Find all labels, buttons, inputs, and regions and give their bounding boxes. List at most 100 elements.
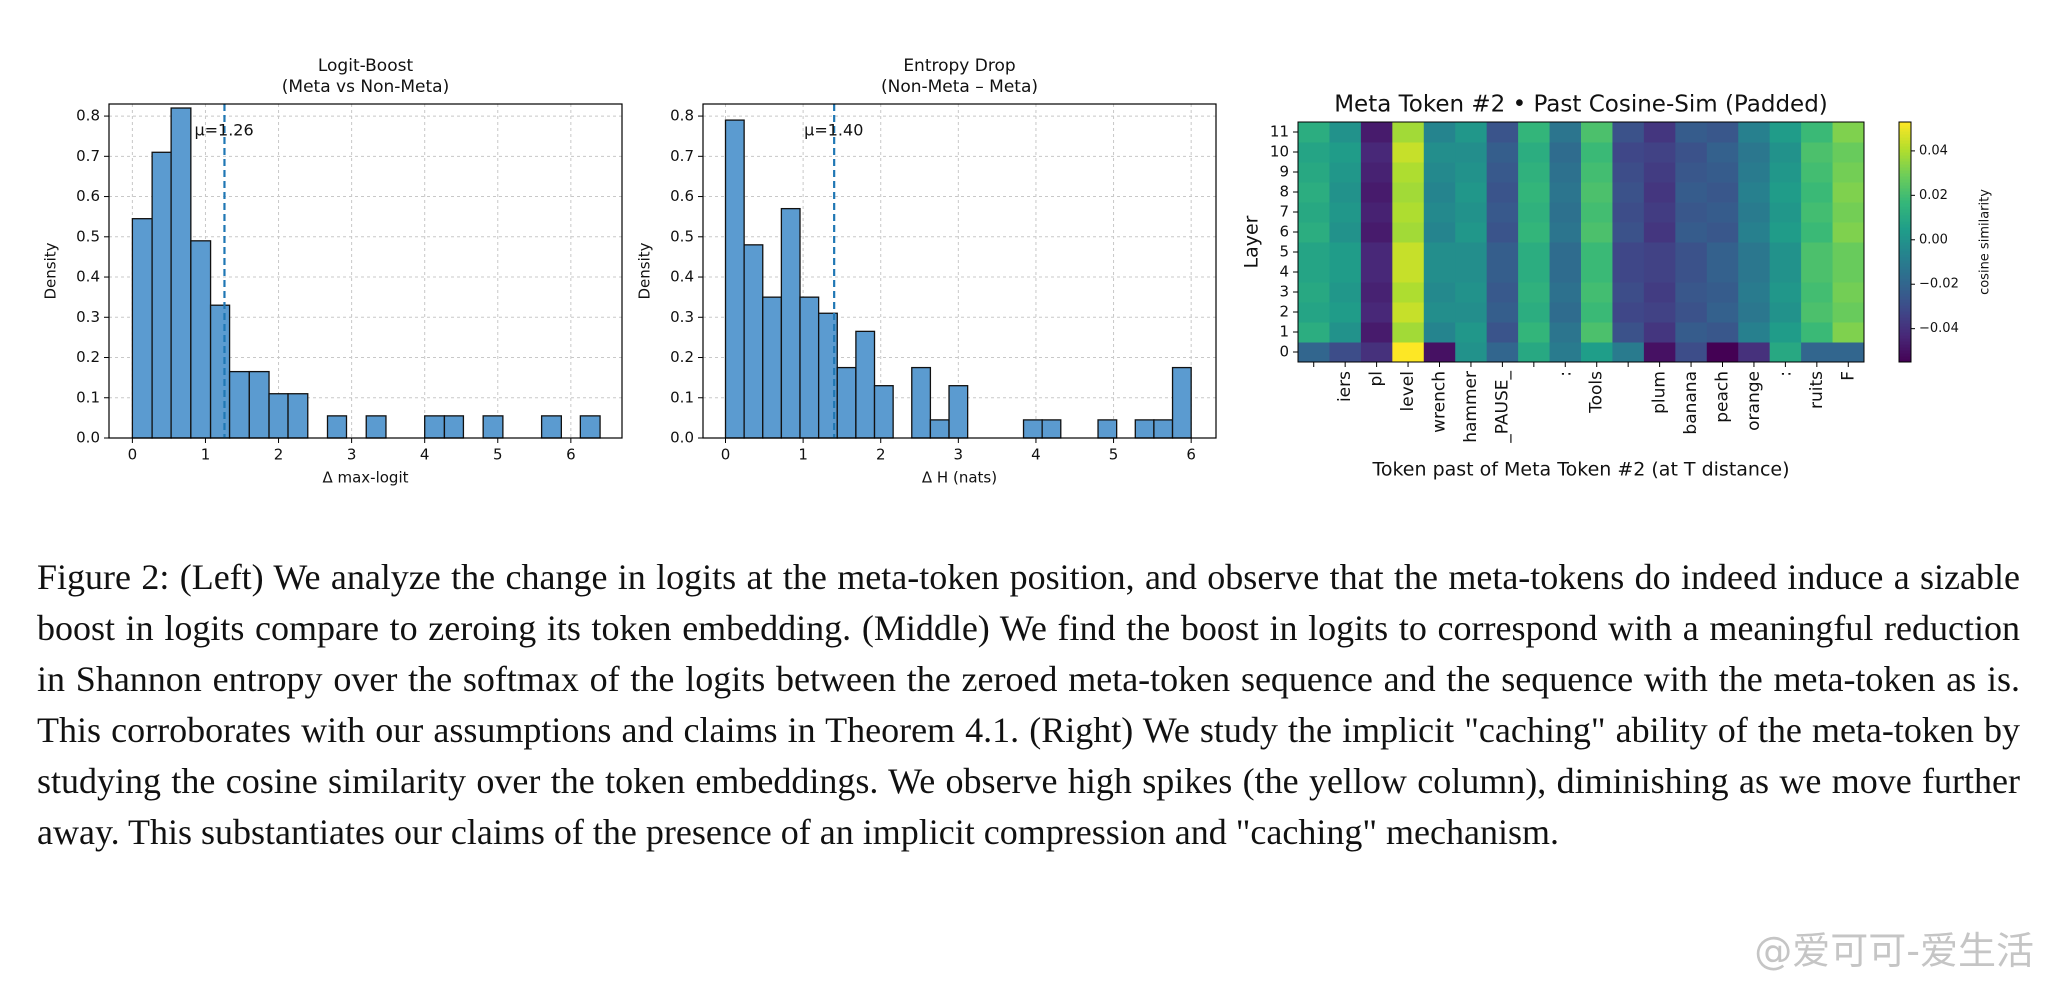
colorbar-segment xyxy=(1899,203,1911,207)
colorbar-segment xyxy=(1899,338,1911,342)
heatmap-cell xyxy=(1675,282,1708,303)
heatmap-cell xyxy=(1392,282,1425,303)
heatmap-cell xyxy=(1329,242,1362,263)
heatmap-cell xyxy=(1518,222,1551,243)
heatmap-cell xyxy=(1801,342,1834,363)
colorbar-segment xyxy=(1899,194,1911,198)
heatmap-cell xyxy=(1298,202,1330,223)
heatmap-cell xyxy=(1738,202,1771,223)
heatmap-cell xyxy=(1643,162,1676,183)
heatmap-cell xyxy=(1486,142,1519,163)
colorbar-segment xyxy=(1899,191,1911,195)
x-tick-label: 0 xyxy=(721,446,731,464)
heatmap-cell xyxy=(1392,262,1425,283)
heatmap-cell xyxy=(1643,122,1676,143)
heatmap-cell xyxy=(1486,202,1519,223)
heatmap-cell xyxy=(1801,162,1834,183)
x-tick-label: 3 xyxy=(347,446,357,464)
bar xyxy=(799,296,820,439)
heatmap-cell xyxy=(1738,142,1771,163)
heatmap-cell xyxy=(1360,202,1393,223)
x-tick-label: 1 xyxy=(798,446,808,464)
heatmap-cell xyxy=(1832,182,1865,203)
heatmap-cell xyxy=(1738,322,1771,343)
bar xyxy=(836,366,857,439)
heatmap-cell xyxy=(1329,282,1362,303)
heatmap-cell xyxy=(1643,342,1676,363)
heatmap-cell xyxy=(1329,142,1362,163)
heatmap-cell xyxy=(1801,262,1834,283)
heatmap-cell xyxy=(1769,342,1802,363)
colorbar-segment xyxy=(1899,350,1911,354)
bar xyxy=(228,370,250,439)
bar xyxy=(1022,419,1043,439)
colorbar-segment xyxy=(1899,317,1911,321)
heatmap-cell xyxy=(1423,122,1456,143)
bar xyxy=(873,385,894,439)
x-tick-label: plum xyxy=(1650,371,1670,414)
heatmap-cell xyxy=(1581,202,1613,223)
heatmap-cell xyxy=(1832,302,1865,323)
heatmap-cell xyxy=(1769,302,1802,323)
heatmap-cell xyxy=(1675,302,1708,323)
heatmap-cell xyxy=(1738,222,1771,243)
colorbar-segment xyxy=(1899,236,1911,240)
y-tick-label: 0.7 xyxy=(670,147,694,165)
y-tick-label: 0.8 xyxy=(670,107,694,125)
colorbar-segment xyxy=(1899,161,1911,165)
heatmap-cell xyxy=(1675,182,1708,203)
heatmap-cell xyxy=(1549,142,1582,163)
colorbar-segment xyxy=(1899,173,1911,177)
heatmap-cell xyxy=(1801,242,1834,263)
heatmap-cell xyxy=(1612,182,1645,203)
colorbar-segment xyxy=(1899,137,1911,141)
chart-subtitle: (Non-Meta – Meta) xyxy=(881,77,1038,97)
y-tick-label: 0.6 xyxy=(670,187,694,205)
colorbar-frame xyxy=(1898,121,1912,363)
heatmap-cell xyxy=(1581,282,1613,303)
heatmap-cell xyxy=(1486,182,1519,203)
y-tick-label: 6 xyxy=(1279,223,1289,241)
x-tick-label: orange xyxy=(1744,371,1764,431)
y-tick-label: 0.8 xyxy=(76,107,100,125)
heatmap-cell xyxy=(1392,162,1425,183)
heatmap-cell xyxy=(1329,202,1362,223)
x-tick-label: 1 xyxy=(201,446,211,464)
colorbar-segment xyxy=(1899,233,1911,237)
colorbar-segment xyxy=(1899,314,1911,318)
x-axis-label: Token past of Meta Token #2 (at T distan… xyxy=(1371,459,1789,481)
heatmap-cell xyxy=(1518,262,1551,283)
bar xyxy=(365,415,387,439)
colorbar-segment xyxy=(1899,332,1911,336)
heatmap-cell xyxy=(1360,322,1393,343)
plot-frame xyxy=(108,103,623,439)
x-tick-label: banana xyxy=(1681,371,1701,435)
bar xyxy=(131,218,153,439)
bar xyxy=(855,330,876,439)
heatmap-cell xyxy=(1643,202,1676,223)
colorbar-segment xyxy=(1899,128,1911,132)
colorbar-tick-label: 0.02 xyxy=(1919,188,1948,203)
plot-frame xyxy=(702,103,1217,439)
mean-label: μ=1.40 xyxy=(804,121,863,140)
y-tick-label: 2 xyxy=(1279,303,1289,321)
heatmap-cell xyxy=(1738,122,1771,143)
heatmap-cell xyxy=(1455,162,1488,183)
heatmap-cell xyxy=(1643,322,1676,343)
colorbar-segment xyxy=(1899,305,1911,309)
x-tick-label: pl xyxy=(1367,371,1387,387)
colorbar-segment xyxy=(1899,254,1911,258)
heatmap-cell xyxy=(1486,242,1519,263)
bar xyxy=(743,244,764,439)
heatmap-cell xyxy=(1769,282,1802,303)
heatmap-cell xyxy=(1455,122,1488,143)
heatmap-cell xyxy=(1455,182,1488,203)
y-tick-label: 0.4 xyxy=(76,268,100,286)
bar xyxy=(190,240,212,439)
heatmap-cell xyxy=(1423,322,1456,343)
heatmap-cell xyxy=(1455,302,1488,323)
heatmap-cell xyxy=(1801,142,1834,163)
colorbar-segment xyxy=(1899,320,1911,324)
bar xyxy=(540,415,562,439)
heatmap-cell xyxy=(1769,122,1802,143)
